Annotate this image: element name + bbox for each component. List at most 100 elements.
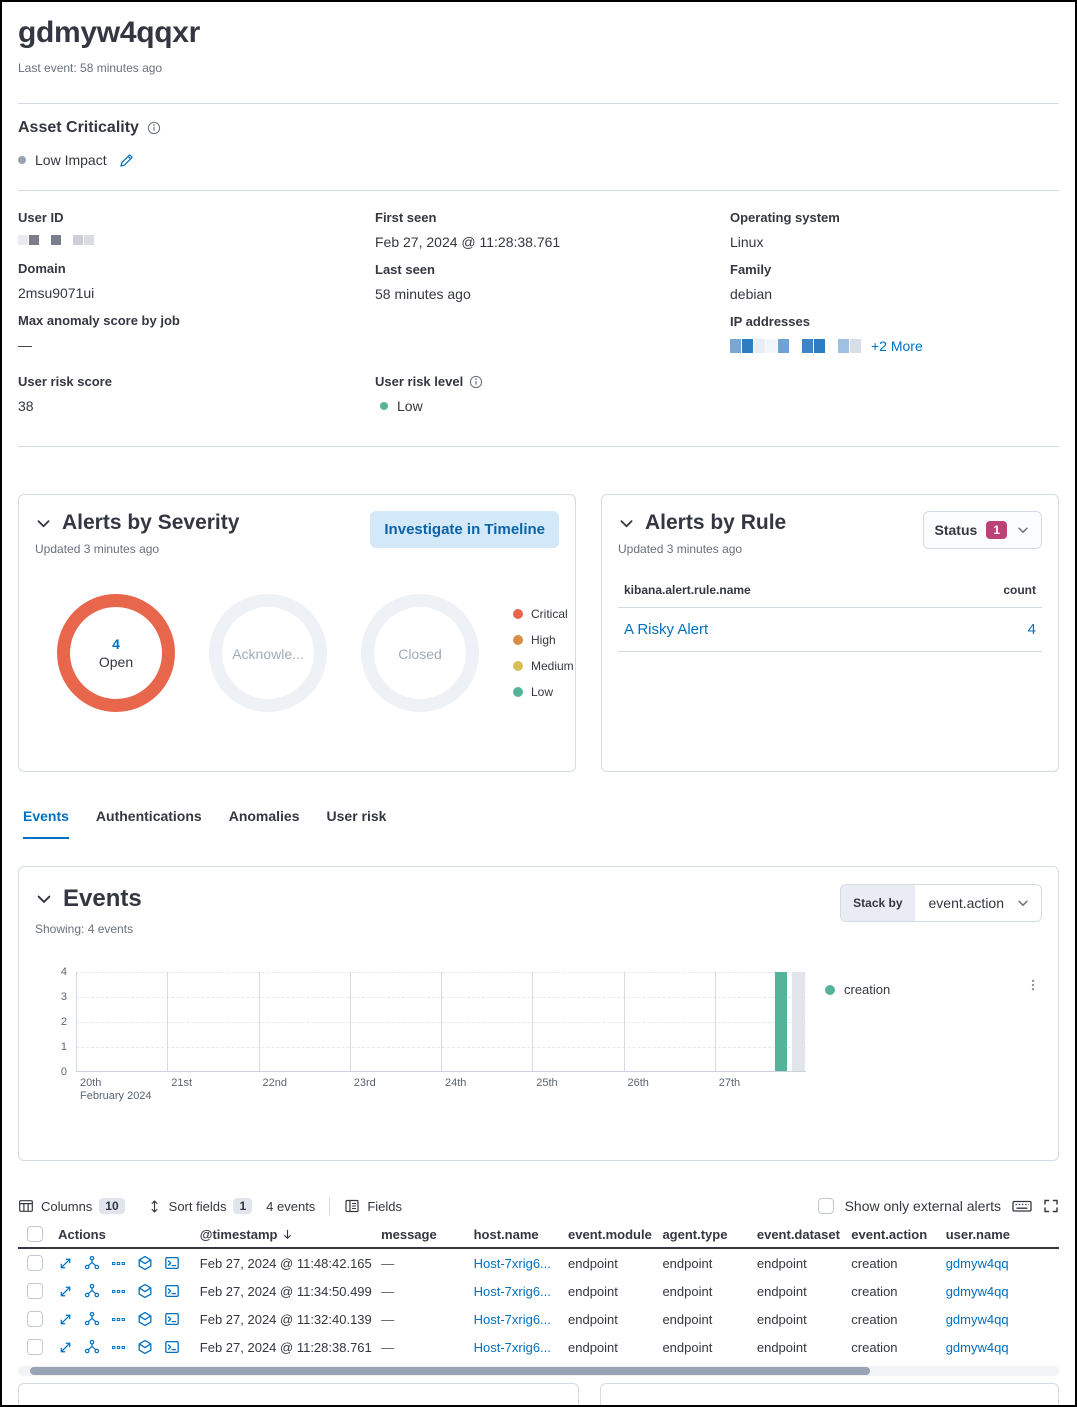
risk-level-label: User risk level — [375, 374, 464, 389]
donut-open[interactable]: 4 Open — [57, 594, 175, 712]
ip-more-link[interactable]: +2 More — [871, 338, 923, 354]
legend-label: Low — [531, 685, 554, 699]
osquery-icon[interactable] — [137, 1283, 153, 1299]
tab-authentications[interactable]: Authentications — [95, 808, 202, 824]
overview-col-3: Operating system Linux Family debian IP … — [730, 210, 1059, 366]
scrollbar-thumb[interactable] — [30, 1367, 870, 1375]
row-checkbox-cell — [18, 1339, 58, 1355]
chart-options-kebab-icon[interactable] — [1026, 978, 1040, 992]
status-filter-dropdown[interactable]: Status 1 — [922, 511, 1042, 549]
sort-count-badge: 1 — [233, 1198, 253, 1214]
chevron-down-icon[interactable] — [35, 890, 53, 908]
stack-by-select[interactable]: event.action — [914, 885, 1041, 921]
column-header-timestamp[interactable]: @timestamp — [200, 1227, 381, 1242]
chevron-down-icon[interactable] — [618, 515, 635, 532]
stack-by-value: event.action — [928, 895, 1005, 911]
more-actions-icon[interactable] — [111, 1312, 126, 1327]
row-actions-cell — [58, 1255, 200, 1271]
keyboard-shortcuts-icon[interactable] — [1012, 1198, 1032, 1214]
event-dataset-cell: endpoint — [756, 1283, 807, 1299]
column-header-event-module[interactable]: event.module — [568, 1227, 662, 1242]
session-view-icon[interactable] — [164, 1283, 180, 1299]
event-module-cell: endpoint — [568, 1311, 618, 1327]
column-header-message[interactable]: message — [381, 1227, 474, 1242]
table-row: Feb 27, 2024 @ 11:32:40.139 — Host-7xrig6.… — [18, 1305, 1059, 1333]
expand-event-icon[interactable] — [58, 1284, 73, 1299]
message-cell: — — [381, 1311, 395, 1327]
column-header-event-dataset[interactable]: event.dataset — [757, 1227, 851, 1242]
legend-series-label[interactable]: creation — [844, 982, 891, 997]
tab-events[interactable]: Events — [23, 808, 69, 839]
donut-label: Acknowle... — [232, 646, 304, 662]
donut-count-link[interactable]: 4 — [112, 636, 120, 652]
agent-type-cell: endpoint — [662, 1339, 713, 1355]
row-checkbox[interactable] — [27, 1339, 43, 1355]
session-view-icon[interactable] — [164, 1339, 180, 1355]
donut-acknowle[interactable]: Acknowle... — [209, 594, 327, 712]
select-all-checkbox[interactable] — [27, 1226, 43, 1242]
row-checkbox[interactable] — [27, 1283, 43, 1299]
legend-dot — [513, 635, 523, 645]
rule-updated-text: Updated 3 minutes ago — [618, 542, 743, 556]
more-actions-icon[interactable] — [111, 1284, 126, 1299]
x-tick-text: 20th — [80, 1077, 102, 1089]
user-name-cell[interactable]: gdmyw4qq — [945, 1255, 1009, 1271]
criticality-value: Low Impact — [35, 152, 107, 168]
table-row: Feb 27, 2024 @ 11:28:38.761 — Host-7xrig6.… — [18, 1333, 1059, 1361]
column-header-agent-type[interactable]: agent.type — [662, 1227, 756, 1242]
tab-bar: Events Authentications Anomalies User risk — [18, 808, 1059, 839]
expand-event-icon[interactable] — [58, 1312, 73, 1327]
analyze-event-icon[interactable] — [84, 1339, 100, 1355]
host-name-cell[interactable]: Host-7xrig6... — [473, 1311, 551, 1327]
osquery-icon[interactable] — [137, 1255, 153, 1271]
analyze-event-icon[interactable] — [84, 1311, 100, 1327]
row-checkbox[interactable] — [27, 1255, 43, 1271]
osquery-icon[interactable] — [137, 1311, 153, 1327]
tab-anomalies[interactable]: Anomalies — [228, 808, 300, 824]
events-count-text: 4 events — [266, 1198, 316, 1214]
edit-pencil-icon[interactable] — [119, 153, 134, 168]
rule-count-link[interactable]: 4 — [1027, 621, 1036, 638]
analyze-event-icon[interactable] — [84, 1283, 100, 1299]
info-icon[interactable] — [469, 375, 483, 389]
fullscreen-icon[interactable] — [1043, 1198, 1059, 1214]
event-action-cell: creation — [851, 1255, 898, 1271]
user-name-cell[interactable]: gdmyw4qq — [945, 1311, 1009, 1327]
osquery-icon[interactable] — [137, 1339, 153, 1355]
session-view-icon[interactable] — [164, 1311, 180, 1327]
expand-event-icon[interactable] — [58, 1256, 73, 1271]
more-actions-icon[interactable] — [111, 1340, 126, 1355]
redacted-ip-addresses — [730, 338, 861, 354]
tab-user-risk[interactable]: User risk — [326, 808, 387, 824]
last-seen-label: Last seen — [375, 262, 435, 277]
expand-event-icon[interactable] — [58, 1340, 73, 1355]
column-header-actions[interactable]: Actions — [58, 1227, 200, 1242]
column-header-event-action[interactable]: event.action — [851, 1227, 945, 1242]
sort-fields-button[interactable]: Sort fields 1 — [147, 1198, 253, 1214]
user-name-cell[interactable]: gdmyw4qq — [945, 1339, 1009, 1355]
columns-button[interactable]: Columns 10 — [18, 1198, 125, 1214]
user-name-cell[interactable]: gdmyw4qq — [945, 1283, 1009, 1299]
column-header-user-name[interactable]: user.name — [946, 1227, 1059, 1242]
row-checkbox[interactable] — [27, 1311, 43, 1327]
column-header-host-name[interactable]: host.name — [474, 1227, 568, 1242]
user-id-label: User ID — [18, 210, 64, 225]
analyze-event-icon[interactable] — [84, 1255, 100, 1271]
bar-creation[interactable] — [774, 972, 787, 1071]
event-dataset-cell: endpoint — [756, 1255, 807, 1271]
info-icon[interactable] — [147, 121, 161, 135]
status-filter-badge: 1 — [986, 521, 1007, 539]
rule-name-link[interactable]: A Risky Alert — [624, 621, 709, 638]
external-alerts-checkbox[interactable] — [817, 1198, 834, 1214]
column-header-label: @timestamp — [199, 1226, 278, 1242]
host-name-cell[interactable]: Host-7xrig6... — [473, 1339, 551, 1355]
more-actions-icon[interactable] — [111, 1256, 126, 1271]
host-name-cell[interactable]: Host-7xrig6... — [473, 1255, 551, 1271]
investigate-in-timeline-button[interactable]: Investigate in Timeline — [370, 511, 559, 548]
host-name-cell[interactable]: Host-7xrig6... — [473, 1283, 551, 1299]
chevron-down-icon[interactable] — [35, 515, 52, 532]
family-label: Family — [730, 262, 772, 277]
session-view-icon[interactable] — [164, 1255, 180, 1271]
donut-closed[interactable]: Closed — [361, 594, 479, 712]
fields-button[interactable]: Fields — [344, 1198, 402, 1214]
